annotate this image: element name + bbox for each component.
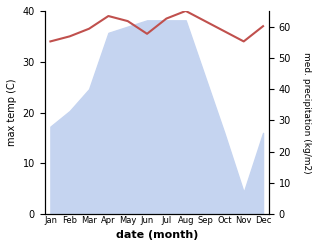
Y-axis label: med. precipitation (kg/m2): med. precipitation (kg/m2) — [302, 52, 311, 173]
Y-axis label: max temp (C): max temp (C) — [7, 79, 17, 146]
X-axis label: date (month): date (month) — [115, 230, 198, 240]
